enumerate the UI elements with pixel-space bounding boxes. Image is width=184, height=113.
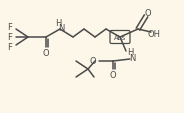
Text: F: F — [8, 23, 13, 32]
Text: O: O — [110, 71, 116, 80]
Text: OH: OH — [148, 30, 160, 39]
Text: O: O — [90, 57, 96, 66]
Text: O: O — [145, 9, 151, 18]
Text: H: H — [55, 19, 61, 28]
Text: O: O — [43, 49, 49, 58]
Text: F: F — [8, 43, 13, 52]
Text: N: N — [58, 24, 64, 33]
Text: N: N — [129, 54, 135, 63]
FancyBboxPatch shape — [110, 31, 130, 44]
Text: Abs: Abs — [114, 35, 126, 41]
Text: H: H — [127, 48, 133, 57]
Text: F: F — [8, 33, 13, 42]
